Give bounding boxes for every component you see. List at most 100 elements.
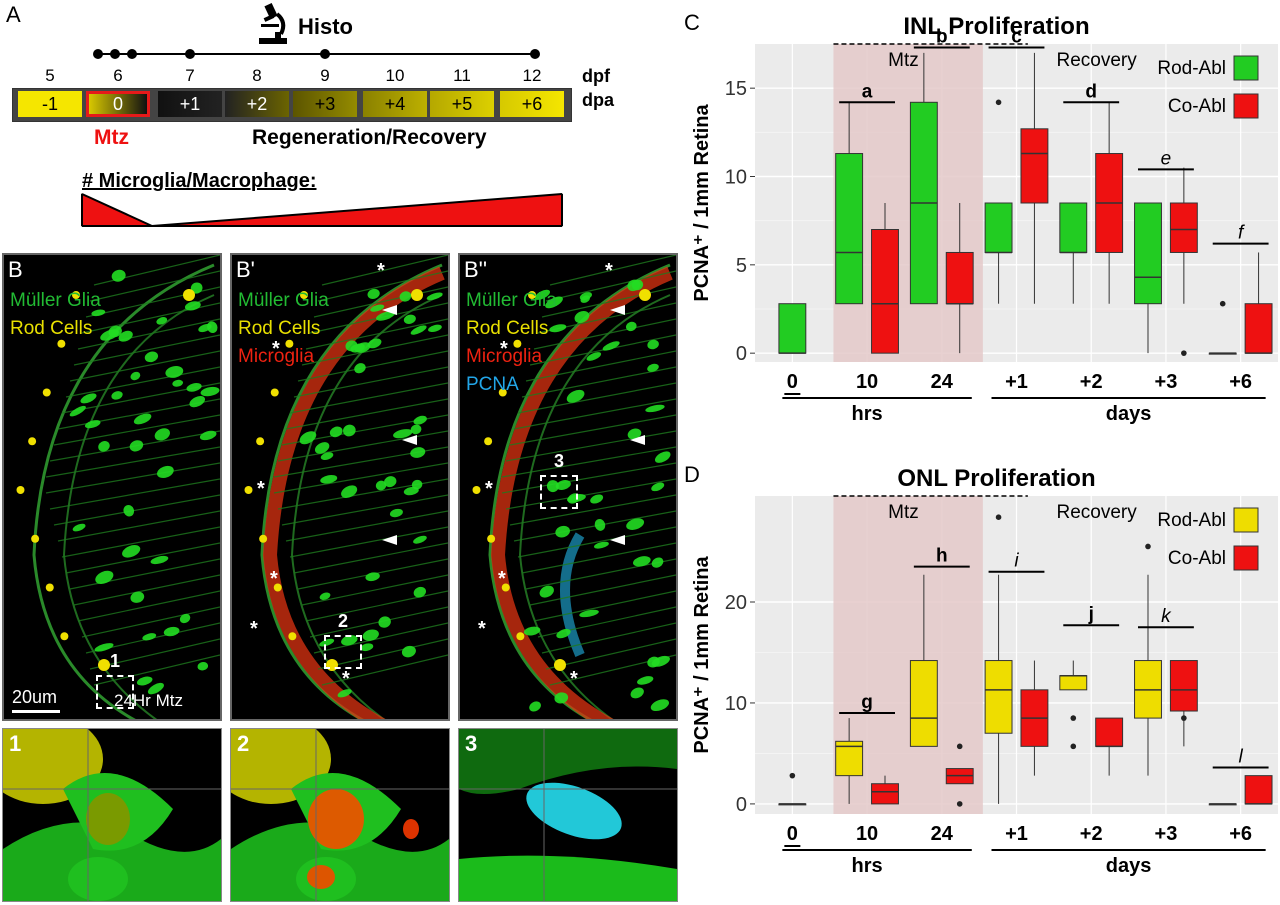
svg-text:*: * (500, 338, 508, 360)
panel-b-letter: B (8, 257, 23, 282)
dpf-value: 12 (522, 66, 542, 85)
y-tick-label: 0 (736, 794, 747, 816)
scale-bar (12, 710, 60, 713)
zoom-art (231, 729, 449, 901)
channel-label: PCNA (466, 374, 519, 395)
x-tick-label: +1 (1005, 371, 1028, 393)
dpf-value: 10 (385, 66, 405, 85)
significance-label: i (1014, 551, 1019, 572)
retina-image (16, 255, 220, 719)
box (1169, 202, 1198, 253)
group-label-days: days (1106, 855, 1152, 877)
microscopy-panel: * * * * * * B'' Müller Glia Rod Cells Microglia PC… (458, 253, 678, 721)
significance-label: j (1088, 604, 1094, 625)
group-label-days: days (1106, 403, 1152, 425)
outlier-point (1145, 543, 1151, 550)
timepoint-dot (110, 49, 120, 59)
box (1059, 202, 1088, 253)
channel-label: Microglia (238, 346, 315, 367)
panel-b-letter: B'' (464, 257, 488, 282)
significance-label: d (1085, 81, 1097, 102)
condition-label: 24Hr Mtz (114, 691, 183, 710)
significance-label: b (936, 27, 948, 48)
x-tick-label: +3 (1155, 371, 1178, 393)
y-tick-label: 10 (725, 167, 747, 189)
histo-label: Histo (298, 14, 353, 39)
retina-image: * * * * * * (472, 255, 676, 719)
outlier-point (956, 743, 963, 750)
box (984, 202, 1013, 253)
box (835, 153, 864, 305)
x-tick-label: +1 (1005, 823, 1028, 845)
box (1244, 303, 1273, 354)
chart-inl-proliferation: C Mtz Recovery INL Proliferation 0 5 10 15 PCNA⁺… (684, 10, 1278, 425)
x-tick-label: 0 (787, 823, 798, 845)
legend-label: Rod-Abl (1157, 510, 1226, 531)
zoom-image: 3 (458, 728, 678, 902)
channel-label: Rod Cells (466, 318, 549, 339)
channel-label: Müller Glia (10, 290, 101, 311)
outlier-point (1070, 715, 1077, 721)
svg-text:*: * (570, 668, 578, 690)
x-tick-label: +6 (1229, 823, 1252, 845)
retina-image: * * * * * * (244, 255, 448, 719)
significance-label: k (1161, 606, 1172, 627)
dpf-label: dpf (582, 66, 610, 86)
x-tick-label: +2 (1080, 371, 1103, 393)
dpa-cell: +2 (225, 91, 289, 117)
dpa-cell: +6 (500, 91, 564, 117)
svg-text:*: * (605, 260, 613, 282)
zoom-number: 1 (9, 731, 22, 756)
box (1134, 202, 1162, 305)
timepoint-dot (93, 49, 103, 59)
timepoint-dot (320, 49, 330, 59)
dpa-cell: +1 (158, 91, 222, 117)
dpf-value: 5 (45, 66, 55, 85)
chart-onl-proliferation: D Mtz Recovery ONL Proliferation 0 10 20 PCNA⁺ … (684, 462, 1278, 877)
svg-text:*: * (485, 478, 493, 500)
dpf-value: 8 (252, 66, 262, 85)
microscopy-panel: B Müller Glia Rod Cells 1 20um 24Hr Mtz (2, 253, 222, 721)
box (1020, 128, 1049, 204)
zoom-art (3, 729, 221, 901)
legend-label: Co-Abl (1168, 548, 1226, 569)
y-tick-label: 10 (725, 693, 747, 715)
chart-title: ONL Proliferation (897, 465, 1095, 492)
channel-label: Müller Glia (466, 290, 557, 311)
x-tick-label: 24 (931, 371, 954, 393)
svg-text:*: * (377, 260, 385, 282)
panel-b-letter: B' (236, 257, 255, 282)
timepoint-dot (185, 49, 195, 59)
box (1244, 775, 1273, 805)
zoom-number: 2 (237, 731, 250, 756)
significance-label: e (1161, 148, 1172, 169)
significance-label: l (1239, 747, 1244, 768)
y-tick-label: 15 (725, 78, 747, 100)
legend-swatch (1233, 507, 1259, 533)
dpf-value: 7 (185, 66, 195, 85)
zoom-region-box (324, 635, 362, 669)
significance-label: f (1238, 223, 1245, 244)
chart-title: INL Proliferation (903, 13, 1089, 40)
zoom-region-number: 2 (338, 611, 349, 631)
outlier-point (1070, 743, 1077, 750)
x-tick-label: +2 (1080, 823, 1103, 845)
timepoint-dot (127, 49, 137, 59)
svg-text:*: * (270, 568, 278, 590)
dpa-cell: +5 (430, 91, 494, 117)
group-label-hrs: hrs (852, 403, 883, 425)
svg-text:*: * (250, 618, 258, 640)
dpa-label: dpa (582, 90, 615, 110)
zoom-region-number: 1 (110, 651, 121, 671)
dpf-value: 6 (113, 66, 123, 85)
box (984, 660, 1013, 734)
dpa-cell: +4 (363, 91, 427, 117)
x-tick-label: 24 (931, 823, 954, 845)
svg-text:*: * (272, 338, 280, 360)
microglia-count-label: # Microglia/Macrophage: (82, 170, 317, 192)
legend-swatch (1233, 55, 1259, 81)
zoom-art (459, 729, 677, 901)
x-tick-label: 0 (787, 371, 798, 393)
channel-label: Rod Cells (10, 318, 93, 339)
dpf-value: 11 (453, 66, 471, 85)
